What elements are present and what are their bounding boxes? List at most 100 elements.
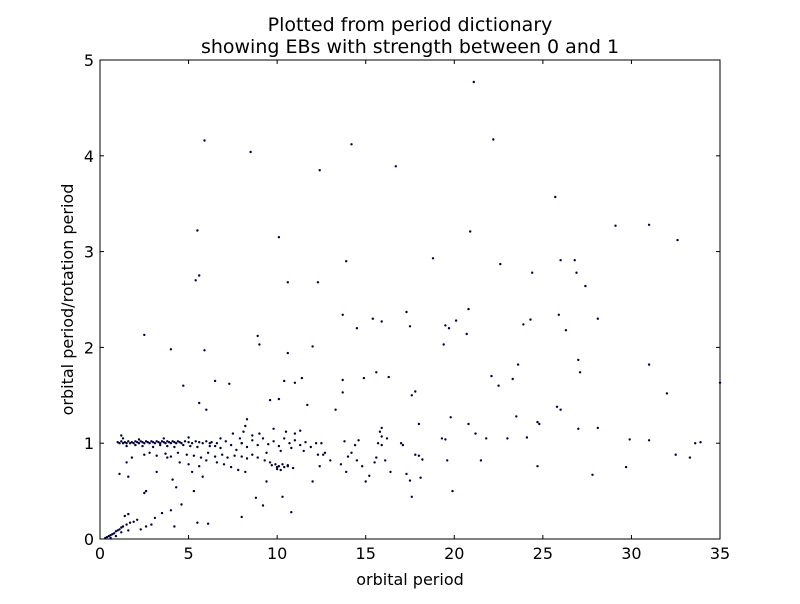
data-point: [213, 455, 217, 458]
data-point: [196, 445, 199, 449]
data-point: [474, 432, 477, 435]
data-point: [213, 444, 217, 448]
data-point: [442, 343, 445, 346]
data-point: [125, 461, 128, 464]
data-point: [559, 408, 562, 411]
data-point: [279, 468, 282, 472]
data-point: [299, 443, 302, 447]
data-point: [201, 442, 204, 445]
data-point: [270, 464, 273, 467]
data-point: [141, 441, 144, 444]
data-point: [674, 453, 677, 456]
data-point: [219, 437, 222, 440]
data-point: [155, 470, 158, 474]
data-point: [368, 474, 371, 477]
data-point: [283, 465, 286, 469]
data-point: [279, 449, 282, 453]
data-point: [275, 467, 279, 471]
data-point: [522, 323, 525, 326]
data-point: [215, 442, 219, 445]
data-point: [121, 442, 125, 445]
data-point: [136, 441, 139, 444]
data-point: [159, 443, 162, 447]
data-point: [414, 390, 417, 393]
data-point: [419, 476, 422, 479]
data-point: [446, 459, 449, 462]
data-point: [175, 486, 178, 489]
data-point: [256, 334, 259, 338]
data-point: [281, 463, 284, 466]
data-point: [240, 442, 243, 445]
data-point: [322, 453, 325, 456]
data-point: [323, 451, 327, 454]
data-point: [120, 531, 123, 534]
data-point: [394, 165, 397, 168]
data-point: [314, 442, 318, 445]
data-point: [249, 150, 252, 154]
data-point: [286, 281, 289, 284]
data-point: [116, 441, 119, 444]
data-point: [380, 435, 383, 438]
data-point: [196, 521, 199, 524]
data-point: [596, 426, 599, 430]
data-point: [306, 403, 309, 407]
data-point: [215, 461, 219, 464]
data-point: [213, 379, 217, 383]
data-point: [444, 438, 447, 441]
data-point: [183, 440, 187, 443]
data-point: [167, 441, 171, 444]
y-tick-label: 1: [84, 434, 94, 453]
data-point: [311, 345, 314, 348]
data-point: [169, 509, 173, 512]
data-point: [371, 317, 374, 320]
data-point: [378, 430, 382, 433]
data-point: [718, 381, 722, 384]
data-point: [577, 427, 580, 430]
data-point: [293, 439, 297, 442]
data-point: [302, 449, 305, 453]
data-point: [341, 313, 344, 316]
data-point: [151, 445, 155, 449]
data-point: [144, 489, 148, 493]
data-point: [557, 313, 560, 316]
data-point: [189, 444, 192, 448]
x-tick-label: 15: [356, 544, 376, 563]
data-point: [198, 401, 201, 405]
data-point: [375, 371, 378, 374]
data-point: [231, 432, 235, 435]
data-point: [355, 327, 359, 330]
data-point: [128, 521, 132, 524]
data-point: [221, 453, 224, 456]
data-point: [334, 408, 337, 411]
data-point: [164, 452, 167, 455]
data-point: [120, 440, 123, 443]
data-point: [116, 529, 119, 532]
data-point: [109, 536, 112, 540]
data-point: [244, 424, 247, 428]
data-point: [431, 257, 435, 260]
data-point: [185, 453, 188, 456]
data-point: [242, 430, 245, 433]
y-tick-label: 0: [84, 530, 94, 549]
data-point: [139, 528, 142, 531]
data-point: [263, 459, 266, 462]
data-point: [564, 329, 568, 332]
data-point: [467, 422, 470, 426]
data-point: [515, 415, 518, 418]
data-point: [311, 480, 314, 483]
data-point: [229, 465, 233, 469]
data-point: [329, 459, 332, 462]
data-point: [105, 535, 109, 539]
data-point: [283, 437, 286, 440]
data-point: [176, 451, 180, 454]
data-point: [130, 441, 134, 444]
data-point: [120, 434, 123, 437]
data-point: [531, 271, 534, 274]
data-point: [160, 440, 164, 443]
data-point: [447, 327, 451, 330]
data-point: [198, 441, 201, 444]
data-point: [164, 442, 167, 445]
data-point: [205, 408, 208, 411]
data-point: [350, 451, 353, 454]
